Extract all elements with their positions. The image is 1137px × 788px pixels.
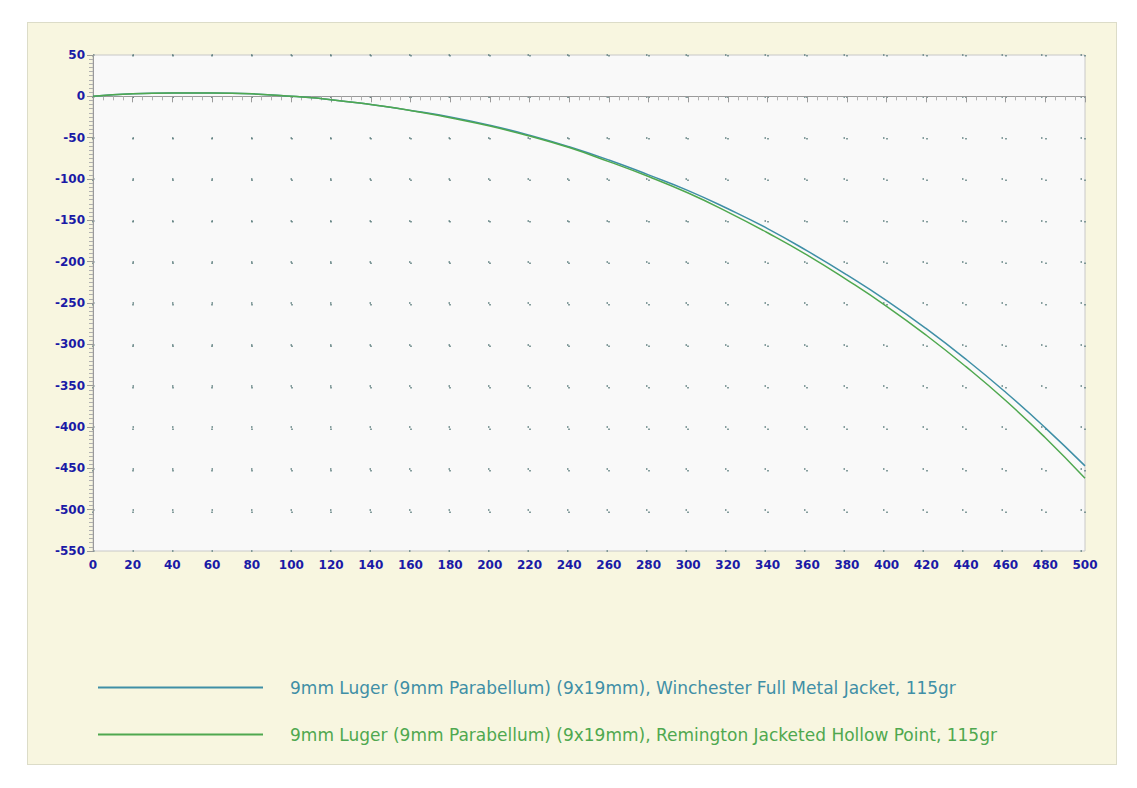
svg-text:360: 360	[795, 558, 820, 572]
svg-text:140: 140	[358, 558, 383, 572]
svg-text:320: 320	[715, 558, 740, 572]
svg-text:420: 420	[914, 558, 939, 572]
svg-text:300: 300	[676, 558, 701, 572]
svg-text:20: 20	[124, 558, 141, 572]
svg-text:100: 100	[279, 558, 304, 572]
svg-text:400: 400	[874, 558, 899, 572]
svg-text:220: 220	[517, 558, 542, 572]
svg-text:-250: -250	[55, 296, 85, 310]
svg-text:280: 280	[636, 558, 661, 572]
svg-text:-550: -550	[55, 544, 85, 558]
svg-text:-450: -450	[55, 461, 85, 475]
svg-text:460: 460	[993, 558, 1018, 572]
svg-text:480: 480	[1033, 558, 1058, 572]
svg-text:200: 200	[477, 558, 502, 572]
svg-text:-350: -350	[55, 379, 85, 393]
svg-text:-100: -100	[55, 172, 85, 186]
svg-text:-400: -400	[55, 420, 85, 434]
svg-text:50: 50	[68, 48, 85, 62]
svg-text:380: 380	[834, 558, 859, 572]
svg-text:80: 80	[243, 558, 260, 572]
svg-text:160: 160	[398, 558, 423, 572]
svg-text:180: 180	[438, 558, 463, 572]
svg-text:9mm Luger (9mm Parabellum) (9x: 9mm Luger (9mm Parabellum) (9x19mm), Win…	[290, 678, 956, 698]
svg-text:260: 260	[596, 558, 621, 572]
svg-text:-500: -500	[55, 503, 85, 517]
svg-text:60: 60	[204, 558, 221, 572]
svg-text:-200: -200	[55, 255, 85, 269]
svg-text:-150: -150	[55, 213, 85, 227]
svg-text:340: 340	[755, 558, 780, 572]
svg-text:-50: -50	[63, 131, 85, 145]
svg-text:440: 440	[953, 558, 978, 572]
svg-text:-300: -300	[55, 337, 85, 351]
svg-text:500: 500	[1072, 558, 1097, 572]
svg-text:120: 120	[319, 558, 344, 572]
svg-text:240: 240	[557, 558, 582, 572]
svg-text:0: 0	[89, 558, 97, 572]
svg-text:9mm Luger (9mm Parabellum) (9x: 9mm Luger (9mm Parabellum) (9x19mm), Rem…	[290, 725, 997, 745]
svg-text:40: 40	[164, 558, 181, 572]
svg-text:0: 0	[77, 89, 85, 103]
